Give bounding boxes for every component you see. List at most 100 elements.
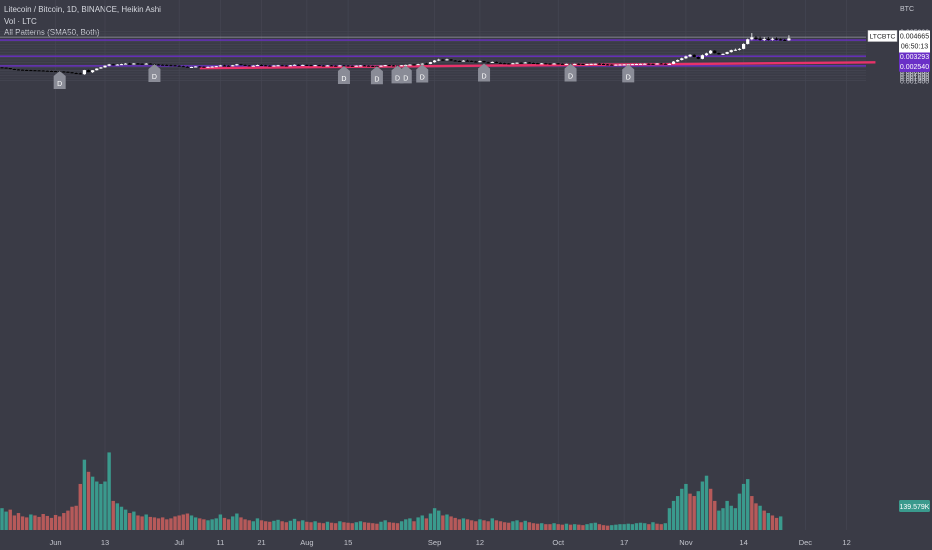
candle [647,63,651,65]
candle [783,38,787,41]
candle [515,62,519,64]
volume-bar [523,520,527,530]
candle [610,64,614,66]
volume-bar [193,517,198,530]
candle [132,63,136,65]
time-tick-label: 17 [620,538,628,547]
candle-body [74,73,78,75]
time-tick-label: 21 [257,538,265,547]
volume-bar [66,510,70,530]
time-tick-label: 13 [101,538,109,547]
candle [676,59,680,62]
candle [169,64,173,67]
candle-body [161,64,165,66]
pattern-marker: D [416,64,429,83]
candle-body [272,65,276,67]
level-price-tag-text: 0.002540 [900,64,929,71]
pattern-marker: D [399,65,412,84]
candle-body [132,63,136,65]
candle-body [536,63,540,65]
candle-body [552,63,556,65]
pattern-marker-shape [148,63,161,82]
candle [556,63,560,65]
volume-bar [292,518,297,530]
volume-bar [214,518,218,530]
candle-body [746,39,750,44]
candle [667,63,672,65]
volume-bar [354,522,359,530]
candle-body [177,65,181,67]
pattern-marker-shape [370,66,383,85]
candle [165,64,169,66]
candle-body [268,65,272,67]
candle [573,63,577,65]
volume-bar [626,523,630,530]
candle-body [53,71,58,73]
symbol-name-box [867,30,898,42]
volume-bar [585,524,589,530]
candle-body [342,65,346,67]
volume-bar [762,510,766,530]
candle-body [453,60,457,62]
candle [177,65,181,67]
volume-bar [622,524,626,530]
candle-body [593,63,597,65]
volume-bar [313,521,317,530]
volume-bar [659,524,663,530]
candle-body [362,65,367,67]
level-price-tag-text: 0.003293 [900,54,929,61]
candle-body [144,63,148,65]
volume-bar [132,511,136,530]
volume-bar [379,521,383,530]
volume-bar [358,521,363,530]
candle [235,63,239,66]
volume-bar [263,521,268,530]
volume-bar [465,519,470,530]
pattern-marker-label: D [568,74,573,81]
pattern-marker-shape [337,66,350,85]
candle-body [218,65,222,67]
candle [536,62,540,65]
candle [742,43,746,50]
volume-bar [651,522,655,530]
candle-body [585,64,589,66]
candle-body [544,63,548,65]
volume-bar [288,520,293,530]
candle-body [577,63,581,65]
symbol-title[interactable]: Litecoin / Bitcoin, 1D, BINANCE, Heikin … [4,5,161,14]
volume-bar [424,518,429,530]
volume-bar [663,523,668,530]
candle-body [449,59,453,61]
volume-indicator-label[interactable]: Vol · LTC [4,16,37,26]
volume-bar [371,523,375,530]
volume-bar [0,508,4,530]
time-tick-label: 15 [344,538,352,547]
candle [400,65,404,67]
patterns-indicator-label[interactable]: All Patterns (SMA50, Both) [4,28,100,37]
candle-body [725,52,729,54]
time-tick-label: Oct [552,538,565,547]
symbol-name: LTCBTC [870,33,896,40]
pattern-marker-label: D [395,75,400,82]
candle-body [770,38,775,40]
volume-bar [321,523,326,530]
volume-bar [16,513,21,530]
candle [297,64,301,66]
candle-body [758,38,762,40]
candle-body [437,59,441,61]
candle-body [264,65,268,67]
candle [231,64,235,67]
volume-bar [700,481,705,530]
volume-bar [8,509,12,530]
volume-bar [49,517,54,530]
volume-bar [123,509,128,530]
volume-bar [160,517,165,530]
candle [161,64,165,66]
candle-body [297,64,301,66]
candle [239,63,243,66]
candle-body [581,64,585,66]
candle-body [482,61,486,63]
candle [540,62,544,65]
candle-body [95,68,99,71]
